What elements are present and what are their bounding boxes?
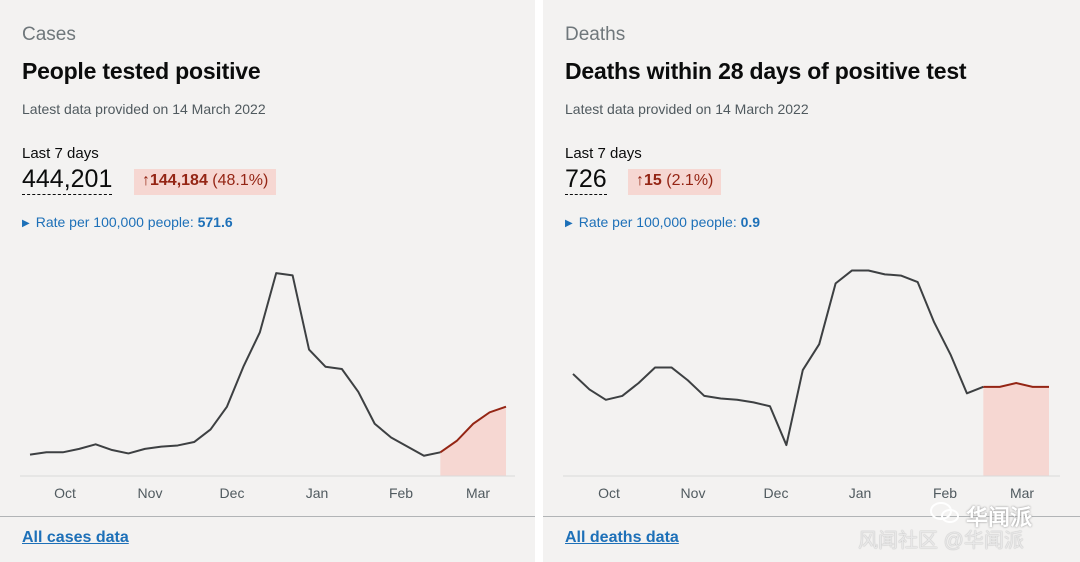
x-tick-label: Jan (306, 485, 329, 501)
x-tick-label: Dec (764, 485, 789, 501)
change-percent: (2.1%) (666, 172, 714, 189)
rate-toggle[interactable]: ▶ Rate per 100,000 people: 0.9 (565, 214, 760, 230)
card-title: People tested positive (22, 58, 261, 84)
rate-toggle[interactable]: ▶ Rate per 100,000 people: 571.6 (22, 214, 233, 230)
card-title: Deaths within 28 days of positive test (565, 58, 967, 84)
x-tick-label: Oct (598, 485, 620, 501)
x-tick-label: Nov (681, 485, 706, 501)
x-tick-label: Dec (220, 485, 245, 501)
watermark-brand: 华闻派 (966, 505, 1033, 530)
divider (0, 516, 535, 517)
x-tick-label: Nov (138, 485, 163, 501)
latest-data-text: Latest data provided on 14 March 2022 (565, 101, 809, 117)
change-amount: 144,184 (150, 172, 208, 189)
x-tick-label: Mar (466, 485, 490, 501)
period-label: Last 7 days (565, 145, 642, 162)
divider (543, 516, 1080, 517)
headline-value[interactable]: 726 (565, 165, 607, 195)
triangle-right-icon: ▶ (565, 218, 573, 229)
x-tick-label: Feb (389, 485, 413, 501)
x-tick-label: Jan (849, 485, 872, 501)
arrow-up-icon: ↑ (142, 172, 150, 189)
x-tick-label: Feb (933, 485, 957, 501)
change-amount: 15 (644, 172, 662, 189)
rate-label: Rate per 100,000 people: (35, 214, 194, 230)
x-tick-label: Mar (1010, 485, 1034, 501)
recent-series-line (439, 405, 507, 454)
cases-card: Cases People tested positive Latest data… (0, 0, 535, 562)
series-line (572, 269, 984, 447)
arrow-up-icon: ↑ (636, 172, 644, 189)
all-deaths-link[interactable]: All deaths data (565, 529, 679, 546)
deaths-card: Deaths Deaths within 28 days of positive… (543, 0, 1080, 562)
rate-label: Rate per 100,000 people: (578, 214, 737, 230)
wechat-icon (930, 502, 959, 523)
latest-data-text: Latest data provided on 14 March 2022 (22, 101, 266, 117)
card-category: Cases (22, 24, 76, 45)
headline-value[interactable]: 444,201 (22, 165, 113, 195)
watermark-sub: 风闻社区 @华闻派 (858, 530, 1024, 552)
rate-value: 571.6 (197, 214, 233, 230)
change-badge: ↑144,184 (48.1%) (134, 169, 277, 195)
change-badge: ↑15 (2.1%) (628, 169, 722, 195)
all-cases-link[interactable]: All cases data (22, 529, 129, 546)
recent-period-area (983, 382, 1049, 476)
recent-series-line (983, 381, 1049, 388)
series-line (29, 272, 441, 457)
triangle-right-icon: ▶ (22, 218, 30, 229)
recent-period-area (440, 406, 506, 476)
change-percent: (48.1%) (212, 172, 269, 189)
deaths-line-chart: Oct Nov Dec Jan Feb Mar (563, 269, 1060, 501)
period-label: Last 7 days (22, 145, 99, 162)
x-tick-label: Oct (54, 485, 76, 501)
rate-value: 0.9 (740, 214, 761, 230)
cases-line-chart: Oct Nov Dec Jan Feb Mar (20, 272, 515, 501)
card-category: Deaths (565, 24, 626, 45)
